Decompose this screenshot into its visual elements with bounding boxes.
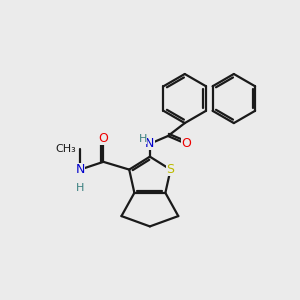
Text: CH₃: CH₃ <box>56 144 76 154</box>
Text: H: H <box>76 183 84 193</box>
Text: O: O <box>181 137 191 150</box>
Text: N: N <box>75 163 85 176</box>
Text: N: N <box>145 137 154 150</box>
Text: O: O <box>98 132 108 145</box>
Text: S: S <box>167 163 175 176</box>
Text: H: H <box>139 134 147 144</box>
